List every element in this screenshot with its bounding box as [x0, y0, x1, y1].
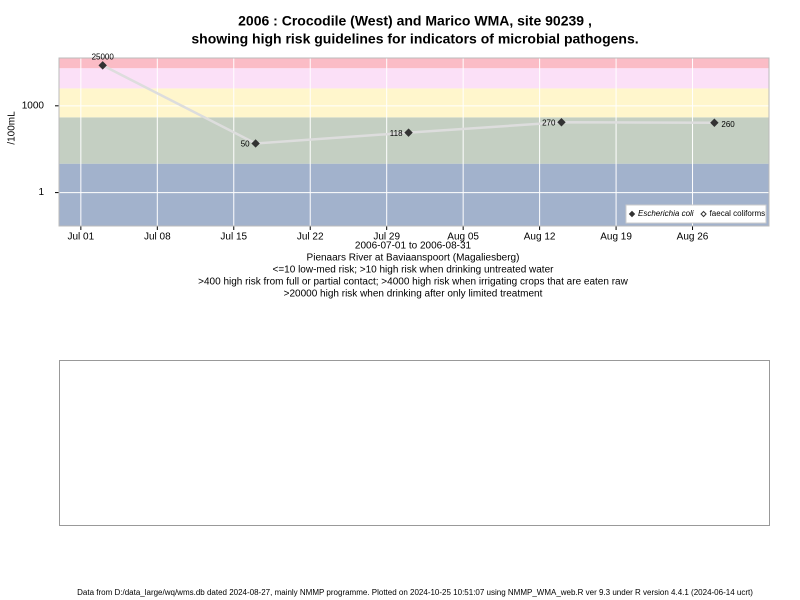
data-label: 25000 [92, 52, 115, 61]
data-point [98, 61, 107, 70]
legend-box [625, 204, 767, 224]
x-tick-label: Aug 26 [677, 232, 709, 243]
footer: Data from D:/data_large/wq/wms.db dated … [77, 588, 753, 597]
risk-band [59, 58, 769, 69]
empty-panel [59, 360, 770, 526]
legend-marker [700, 210, 707, 218]
x-tick-label: Aug 19 [600, 232, 632, 243]
site-label: Pienaars River at Baviaanspoort (Magalie… [307, 253, 520, 264]
risk-band [59, 68, 769, 89]
data-label: 270 [542, 118, 556, 127]
y-axis-label: /100mL [7, 111, 18, 145]
plot-area: Jul 01 Jul 08 Jul 15 Jul 22 Jul 29 Aug 05 Aug … [22, 52, 770, 243]
y-tick-label: 1 [38, 187, 44, 198]
x-tick-label: Jul 01 [68, 232, 95, 243]
data-point [251, 139, 260, 148]
plot-frame [58, 57, 770, 227]
x-tick-label: Jul 15 [220, 232, 247, 243]
data-label: 50 [241, 140, 250, 149]
x-tick-label: Aug 05 [447, 232, 479, 243]
note: >20000 high risk when drinking after onl… [284, 289, 543, 300]
risk-band [59, 88, 769, 118]
data-label: 118 [390, 129, 403, 138]
data-point [557, 118, 566, 127]
risk-band [59, 117, 769, 164]
data-point [404, 128, 413, 137]
x-axis-label: 2006-07-01 to 2006-08-31 [355, 241, 472, 252]
x-tick-label: Aug 12 [524, 232, 556, 243]
legend-label: Escherichia coli [638, 209, 694, 218]
legend-label: faecal coliforms [710, 209, 766, 218]
x-tick-label: Jul 29 [373, 232, 400, 243]
x-tick-label: Jul 22 [297, 232, 324, 243]
legend-marker [628, 210, 636, 218]
chart-subtitle: showing high risk guidelines for indicat… [191, 31, 638, 47]
chart-title: 2006 : Crocodile (West) and Marico WMA, … [238, 13, 592, 29]
data-label: 260 [721, 120, 735, 129]
x-tick-label: Jul 08 [144, 232, 171, 243]
note: >400 high risk from full or partial cont… [198, 277, 628, 288]
y-tick-label: 1000 [22, 100, 45, 111]
note: <=10 low-med risk; >10 high risk when dr… [273, 265, 555, 276]
data-point [710, 118, 719, 127]
